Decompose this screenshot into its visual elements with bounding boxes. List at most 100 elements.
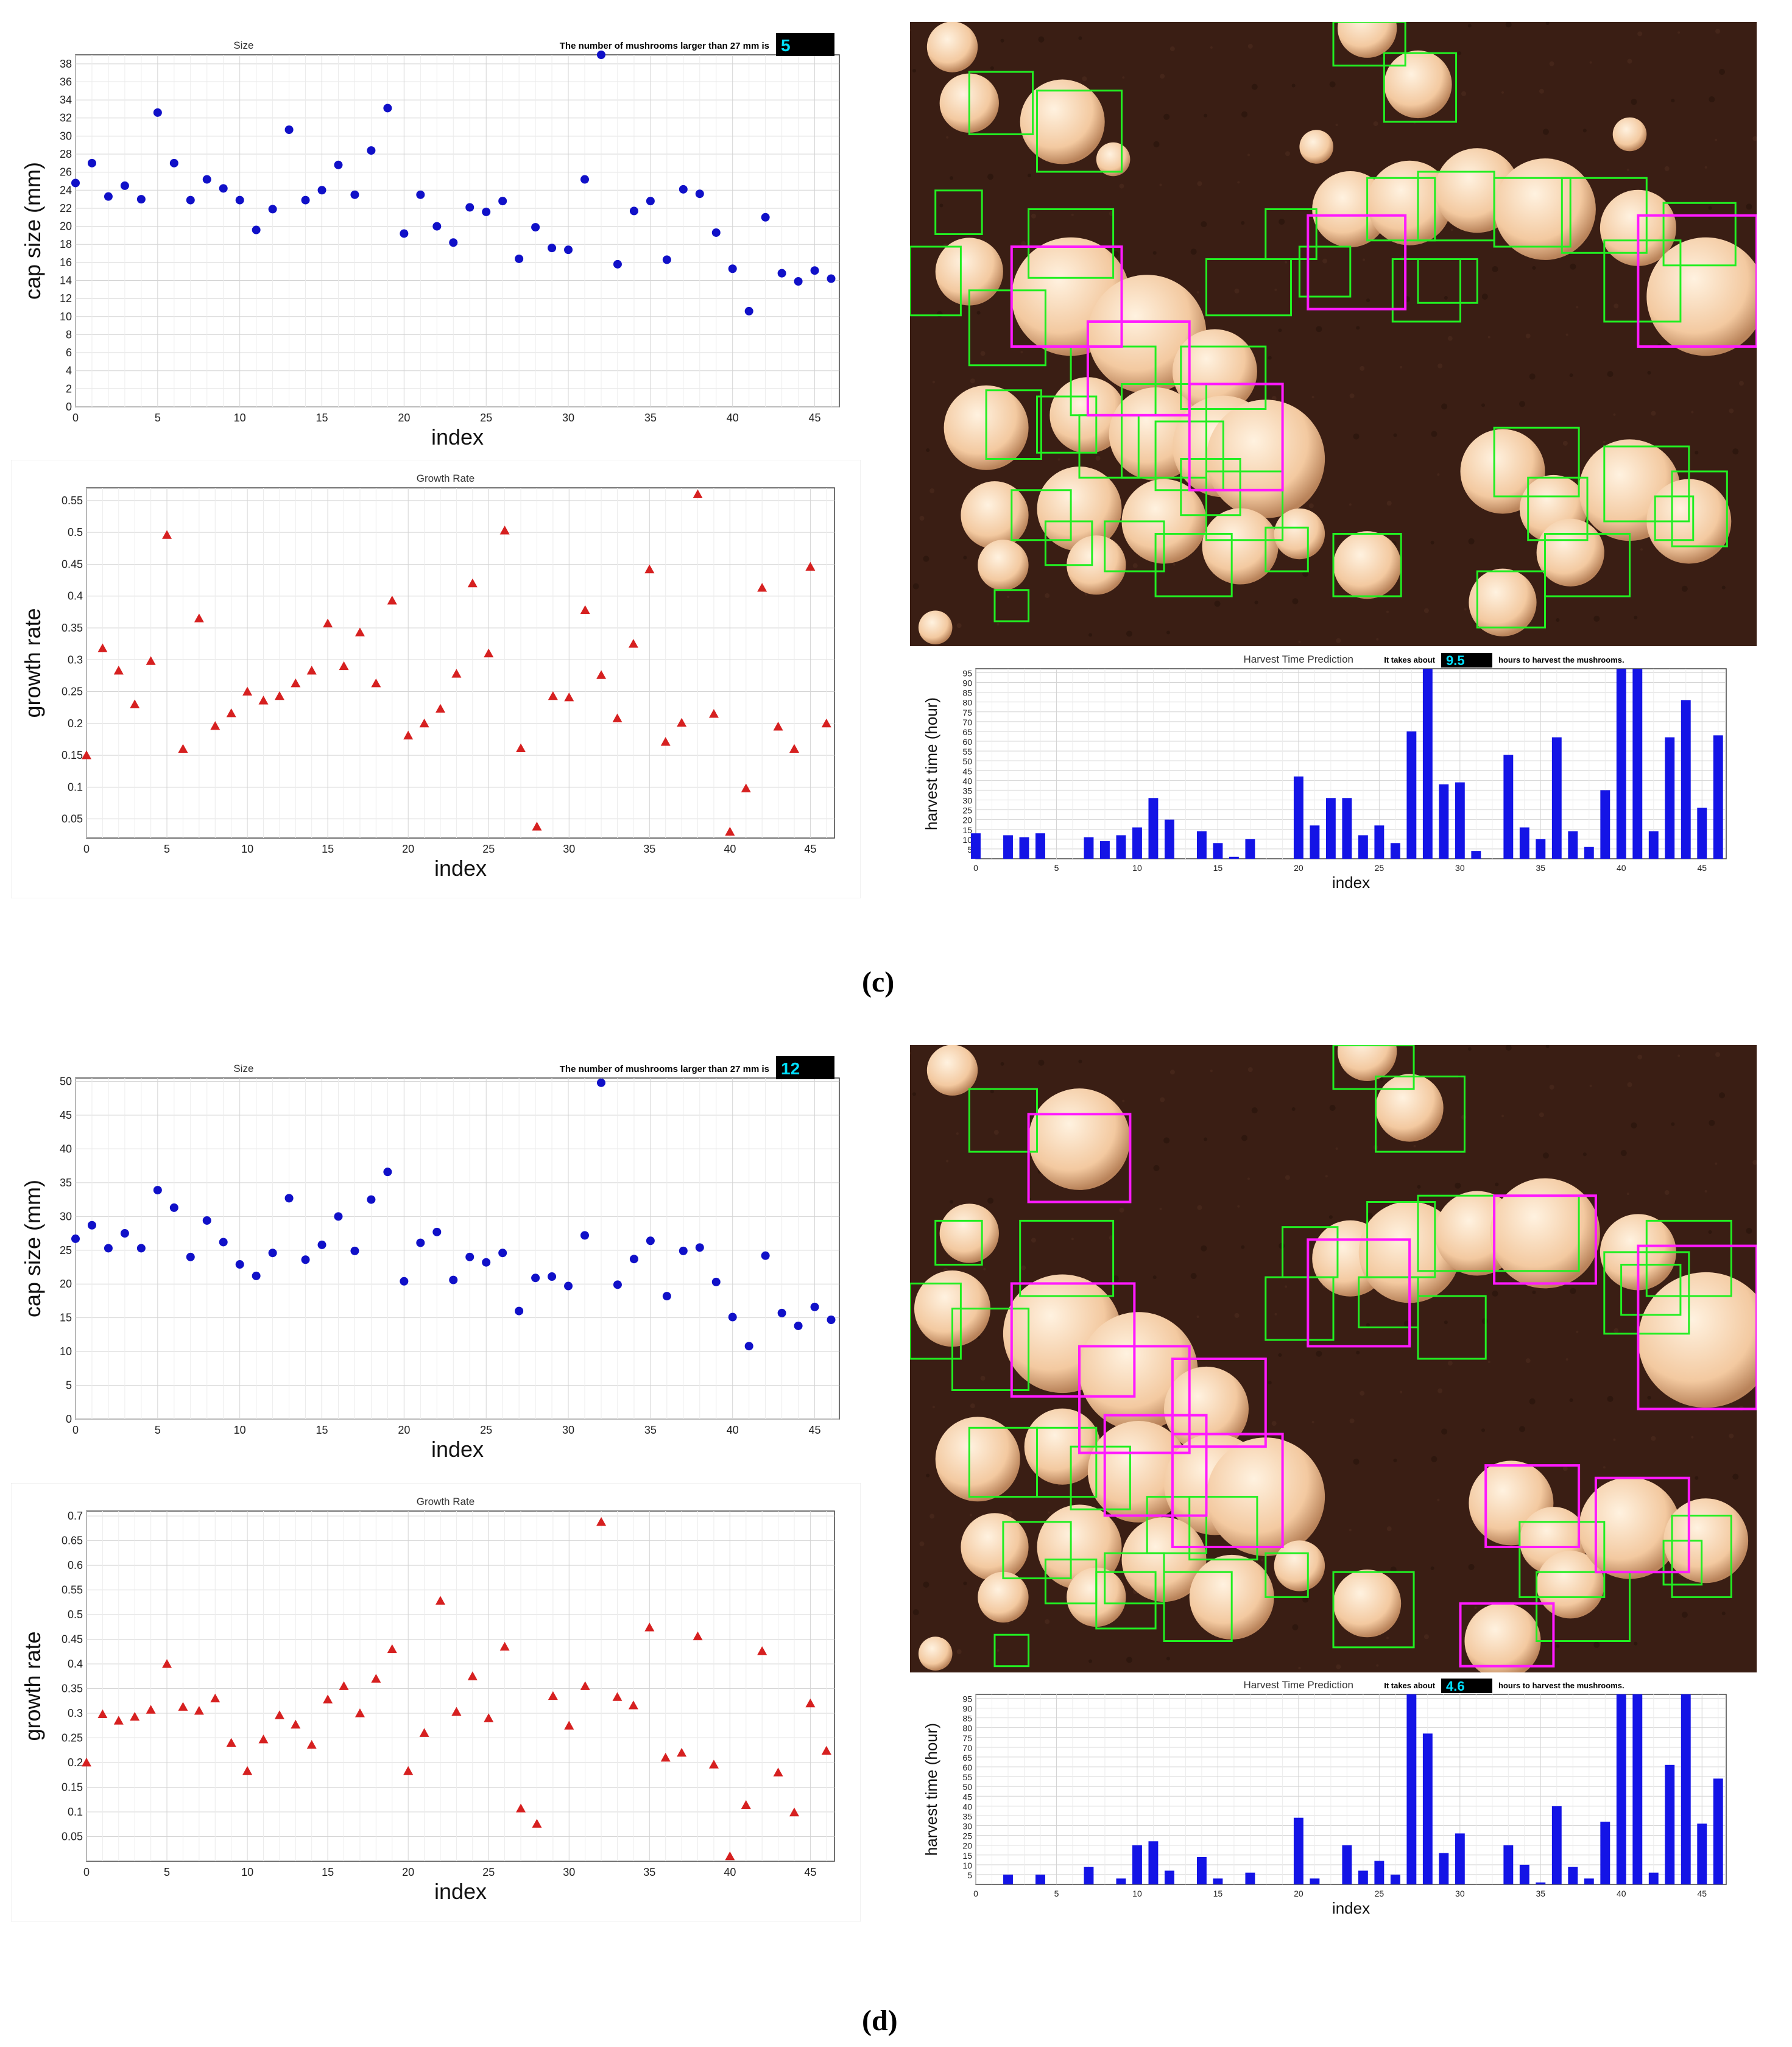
harvest-chart-d: Harvest Time Prediction51015202530354045… [910,1676,1763,1920]
growth-point [532,1819,542,1828]
mushroom-cap [1612,117,1647,152]
ready-harvest-box [1103,1414,1208,1517]
soil-speckle [1190,1273,1197,1280]
growth-point [306,1739,317,1749]
soil-speckle [1746,1227,1752,1234]
soil-speckle [1542,129,1549,135]
soil-speckle [1386,1526,1392,1532]
growth-point [339,1681,349,1690]
y-axis-label: cap size (mm) [20,1180,45,1317]
chart-title: Growth Rate [417,1496,474,1507]
y-tick-label: 20 [60,220,72,233]
x-tick-label: 20 [398,1424,410,1436]
detection-box [1493,426,1580,498]
size-point [679,1246,688,1255]
mushroom-cap [1464,1602,1541,1672]
size-point [383,1168,392,1177]
x-tick-label: 0 [83,843,90,855]
soil-speckle [1709,1119,1715,1126]
detection-box [968,1088,1038,1153]
y-tick-label: 0.55 [62,1584,83,1596]
soil-speckle [1695,1476,1699,1480]
soil-speckle [980,1375,986,1381]
mushroom-cap [1020,79,1105,164]
x-axis-label: index [1332,873,1370,892]
growth-point [612,713,623,722]
soil-speckle [993,1130,999,1135]
harvest-bar [1616,669,1626,859]
soil-speckle [1562,440,1568,446]
soil-speckle [1349,1418,1355,1423]
soil-speckle [1214,601,1221,607]
size-point [646,1236,655,1245]
soil-speckle [1380,1077,1384,1081]
soil-speckle [1045,593,1050,598]
soil-speckle [939,203,944,208]
y-tick-label: 28 [60,148,72,160]
soil-speckle [1237,181,1240,184]
soil-speckle [1254,601,1258,605]
detection-box [1265,1552,1309,1598]
y-tick-label: 70 [962,1743,972,1753]
size-point [186,196,195,205]
soil-speckle [1430,540,1434,544]
detection-box [1265,1276,1335,1341]
soil-speckle [1000,38,1004,43]
y-tick-label: 15 [60,1312,72,1324]
growth-point [757,583,767,592]
harvest-value-box [1441,653,1492,668]
soil-speckle [1709,96,1715,103]
detection-box [1536,1571,1631,1643]
chart-title: Growth Rate [417,473,474,484]
y-tick-label: 45 [962,766,972,776]
harvest-chart-c: Harvest Time Prediction51015202530354045… [910,650,1763,894]
size-point [202,175,211,184]
soil-speckle [1393,433,1397,437]
x-tick-label: 35 [643,1866,655,1878]
growth-point [532,822,542,831]
detection-box [910,245,962,317]
soil-speckle [1519,1426,1525,1432]
harvest-bar [1310,825,1320,859]
soil-speckle [963,1581,967,1585]
x-tick-label: 0 [72,412,79,424]
growth-point [451,669,462,678]
soil-speckle [1335,1147,1338,1150]
harvest-bar [1164,1870,1174,1884]
x-tick-label: 40 [727,1424,739,1436]
soil-speckle [1088,1659,1093,1663]
growth-point [725,1851,735,1861]
harvest-bar [1229,856,1239,859]
size-point [465,203,474,212]
soil-speckle [1021,241,1026,246]
detection-box [1163,1571,1233,1643]
soil-speckle [1532,1290,1536,1294]
large-count-text: The number of mushrooms larger than 27 m… [560,41,769,51]
growth-point [516,743,526,752]
size-point [252,1271,261,1280]
harvest-bar [1342,1845,1352,1884]
soil-speckle [1565,333,1568,336]
soil-speckle [997,623,1000,626]
soil-speckle [910,1052,911,1055]
soil-speckle [1400,1390,1403,1393]
size-point [827,1315,836,1324]
mushroom-cap [935,238,1003,306]
size-point [301,196,310,205]
soil-speckle [1637,1054,1643,1060]
y-tick-label: 8 [66,328,72,340]
x-tick-label: 45 [809,412,821,424]
mushroom-cap [1037,467,1122,551]
soil-speckle [1529,373,1536,380]
growth-point [677,1747,687,1757]
ready-harvest-box [1010,245,1123,348]
x-tick-label: 25 [1375,1889,1385,1898]
soil-speckle [1112,251,1119,258]
harvest-bar [1390,843,1400,859]
size-point [613,259,622,269]
detection-box [993,1633,1030,1668]
detection-box [1036,1426,1098,1498]
harvest-bar [1003,835,1013,859]
size-point [268,205,277,214]
size-point [367,1195,376,1204]
